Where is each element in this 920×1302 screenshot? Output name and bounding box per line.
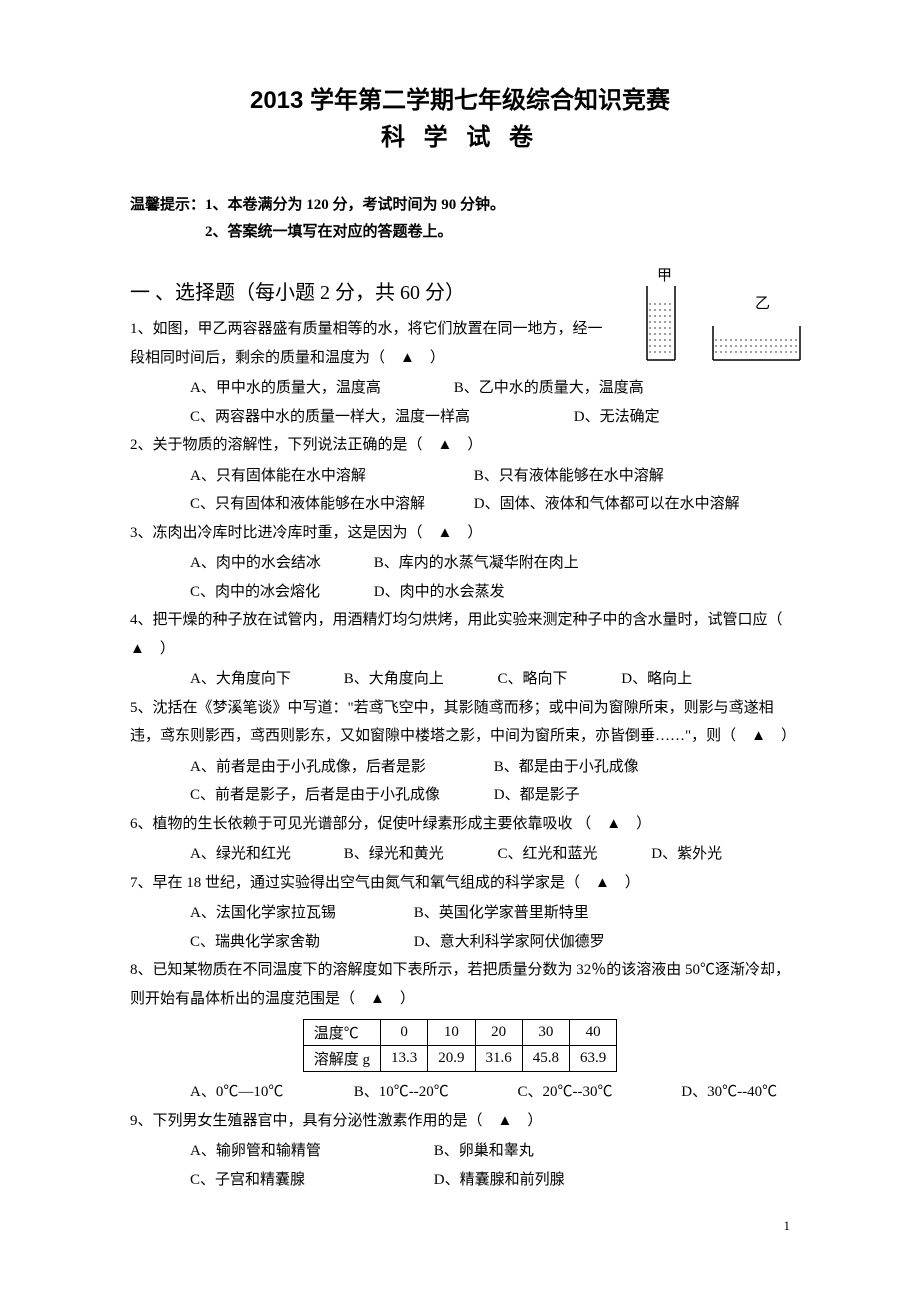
q4-A: A、大角度向下 xyxy=(190,665,340,694)
q4-options: A、大角度向下 B、大角度向上 C、略向下 D、略向上 xyxy=(130,665,790,694)
q1-C: C、两容器中水的质量一样大，温度一样高 xyxy=(190,403,570,432)
q8-B: B、10℃--20℃ xyxy=(354,1078,514,1107)
q8-D: D、30℃--40℃ xyxy=(681,1078,777,1107)
q6-options: A、绿光和红光 B、绿光和黄光 C、红光和蓝光 D、紫外光 xyxy=(130,840,790,869)
q8-s4: 63.9 xyxy=(570,1046,617,1072)
q4-stem: 4、把干燥的种子放在试管内，用酒精灯均匀烘烤，用此实验来测定种子中的含水量时，试… xyxy=(130,606,790,663)
q9-options: A、输卵管和输精管 B、卵巢和睾丸 C、子宫和精囊腺 D、精囊腺和前列腺 xyxy=(130,1137,790,1194)
q1-options: A、甲中水的质量大，温度高 B、乙中水的质量大，温度高 C、两容器中水的质量一样… xyxy=(130,374,790,431)
q6-B: B、绿光和黄光 xyxy=(344,840,494,869)
q8-t2: 20 xyxy=(475,1020,522,1046)
q5-A: A、前者是由于小孔成像，后者是影 xyxy=(190,753,490,782)
q4-D: D、略向上 xyxy=(621,665,692,694)
q2-C: C、只有固体和液体能够在水中溶解 xyxy=(190,490,470,519)
q3-D: D、肉中的水会蒸发 xyxy=(374,578,505,607)
tips-label: 温馨提示： xyxy=(130,197,205,213)
q7-B: B、英国化学家普里斯特里 xyxy=(414,899,589,928)
tips-block: 温馨提示：1、本卷满分为 120 分，考试时间为 90 分钟。 温馨提示：2、答… xyxy=(130,192,790,246)
q6-A: A、绿光和红光 xyxy=(190,840,340,869)
q1-B: B、乙中水的质量大，温度高 xyxy=(454,374,644,403)
q1-A: A、甲中水的质量大，温度高 xyxy=(190,374,450,403)
q9-C: C、子宫和精囊腺 xyxy=(190,1166,430,1195)
q9-A: A、输卵管和输精管 xyxy=(190,1137,430,1166)
q3-C: C、肉中的冰会熔化 xyxy=(190,578,370,607)
q7-A: A、法国化学家拉瓦锡 xyxy=(190,899,410,928)
q8-s3: 45.8 xyxy=(522,1046,569,1072)
q7-D: D、意大利科学家阿伏伽德罗 xyxy=(414,928,605,957)
q7-C: C、瑞典化学家舍勒 xyxy=(190,928,410,957)
q8-options: A、0℃—10℃ B、10℃--20℃ C、20℃--30℃ D、30℃--40… xyxy=(130,1078,790,1107)
q4-C: C、略向下 xyxy=(498,665,618,694)
containers-diagram: 甲 乙 xyxy=(635,268,805,368)
exam-title-line2: 科 学 试 卷 xyxy=(130,117,790,152)
q1-D: D、无法确定 xyxy=(574,403,660,432)
q8-t3: 30 xyxy=(522,1020,569,1046)
q6-stem: 6、植物的生长依赖于可见光谱部分，促使叶绿素形成主要依靠吸收 （ ▲ ） xyxy=(130,810,790,839)
q5-D: D、都是影子 xyxy=(494,781,580,810)
q3-options: A、肉中的水会结冰 B、库内的水蒸气凝华附在肉上 C、肉中的冰会熔化 D、肉中的… xyxy=(130,549,790,606)
q5-C: C、前者是影子，后者是由于小孔成像 xyxy=(190,781,490,810)
q3-stem: 3、冻肉出冷库时比进冷库时重，这是因为（ ▲ ） xyxy=(130,519,790,548)
q6-C: C、红光和蓝光 xyxy=(498,840,648,869)
q4-B: B、大角度向上 xyxy=(344,665,494,694)
q5-stem: 5、沈括在《梦溪笔谈》中写道："若鸢飞空中，其影随鸢而移；或中间为窗隙所束，则影… xyxy=(130,694,790,751)
q8-table: 温度℃ 0 10 20 30 40 溶解度 g 13.3 20.9 31.6 4… xyxy=(303,1019,618,1072)
q5-options: A、前者是由于小孔成像，后者是影 B、都是由于小孔成像 C、前者是影子，后者是由… xyxy=(130,753,790,810)
exam-title-line1: 2013 学年第二学期七年级综合知识竞赛 xyxy=(130,80,790,115)
q2-stem: 2、关于物质的溶解性，下列说法正确的是（ ▲ ） xyxy=(130,431,790,460)
q8-s2: 31.6 xyxy=(475,1046,522,1072)
q9-D: D、精囊腺和前列腺 xyxy=(434,1166,565,1195)
tips-1: 1、本卷满分为 120 分，考试时间为 90 分钟。 xyxy=(205,197,505,213)
label-yi: 乙 xyxy=(755,296,770,312)
q8-C: C、20℃--30℃ xyxy=(518,1078,678,1107)
q8-s1: 20.9 xyxy=(428,1046,475,1072)
q8-t0: 0 xyxy=(381,1020,428,1046)
q2-A: A、只有固体能在水中溶解 xyxy=(190,462,470,491)
q8-t4: 40 xyxy=(570,1020,617,1046)
q8-row1-label: 温度℃ xyxy=(303,1020,380,1046)
q7-stem: 7、早在 18 世纪，通过实验得出空气由氮气和氧气组成的科学家是（ ▲ ） xyxy=(130,869,790,898)
page-number: 1 xyxy=(784,1218,791,1234)
q2-options: A、只有固体能在水中溶解 B、只有液体能够在水中溶解 C、只有固体和液体能够在水… xyxy=(130,462,790,519)
q8-row2-label: 溶解度 g xyxy=(303,1046,380,1072)
q2-D: D、固体、液体和气体都可以在水中溶解 xyxy=(474,490,740,519)
q8-stem: 8、已知某物质在不同温度下的溶解度如下表所示，若把质量分数为 32％的该溶液由 … xyxy=(130,956,790,1013)
q5-B: B、都是由于小孔成像 xyxy=(494,753,639,782)
q8-t1: 10 xyxy=(428,1020,475,1046)
q9-stem: 9、下列男女生殖器官中，具有分泌性激素作用的是（ ▲ ） xyxy=(130,1107,790,1136)
q3-B: B、库内的水蒸气凝华附在肉上 xyxy=(374,549,579,578)
q6-D: D、紫外光 xyxy=(651,840,722,869)
q8-s0: 13.3 xyxy=(381,1046,428,1072)
q8-A: A、0℃—10℃ xyxy=(190,1078,350,1107)
q7-options: A、法国化学家拉瓦锡 B、英国化学家普里斯特里 C、瑞典化学家舍勒 D、意大利科… xyxy=(130,899,790,956)
q3-A: A、肉中的水会结冰 xyxy=(190,549,370,578)
q9-B: B、卵巢和睾丸 xyxy=(434,1137,534,1166)
q2-B: B、只有液体能够在水中溶解 xyxy=(474,462,664,491)
tips-2: 2、答案统一填写在对应的答题卷上。 xyxy=(205,224,453,240)
label-jia: 甲 xyxy=(657,268,672,284)
